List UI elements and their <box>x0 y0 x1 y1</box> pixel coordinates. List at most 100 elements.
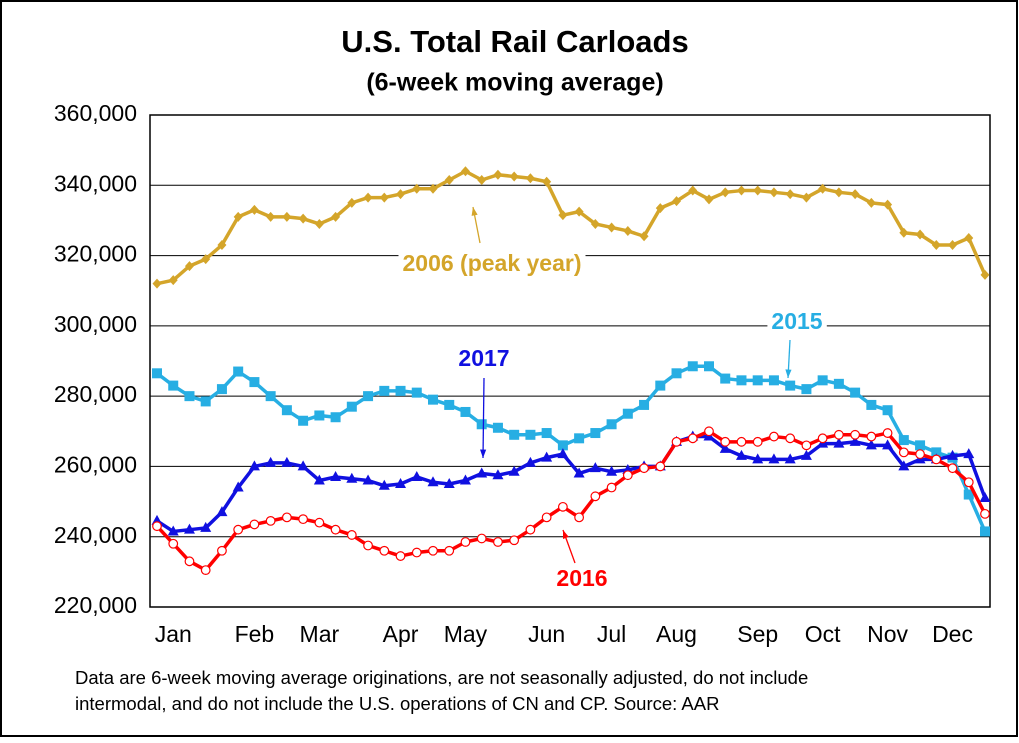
point <box>704 426 714 437</box>
point <box>704 361 714 372</box>
point <box>606 482 617 493</box>
point <box>460 406 471 417</box>
point <box>898 435 909 446</box>
point <box>590 218 600 229</box>
point <box>801 440 812 451</box>
point <box>557 448 569 459</box>
point <box>590 491 601 502</box>
point <box>882 439 894 450</box>
point <box>736 185 746 196</box>
point <box>622 408 633 419</box>
point <box>509 535 520 546</box>
point <box>833 429 844 440</box>
point <box>428 394 438 405</box>
point <box>979 492 991 503</box>
plot-area <box>149 114 991 608</box>
point <box>184 556 195 567</box>
point <box>152 521 162 532</box>
point <box>396 189 406 200</box>
point <box>347 197 357 208</box>
point <box>980 526 990 537</box>
footnote: intermodal, and do not include the U.S. … <box>75 693 719 714</box>
point <box>379 385 390 396</box>
point <box>168 538 179 549</box>
point <box>752 436 763 447</box>
callout-arrow <box>482 377 485 459</box>
point <box>249 519 260 530</box>
point <box>639 231 649 242</box>
point <box>785 433 796 444</box>
point <box>850 189 860 200</box>
footnote: Data are 6-week moving average originati… <box>75 667 808 688</box>
point <box>931 454 942 465</box>
point <box>200 565 211 575</box>
point <box>363 540 373 551</box>
point <box>249 377 260 388</box>
point <box>817 375 828 386</box>
point <box>541 428 552 439</box>
point <box>980 269 990 280</box>
chart-title: U.S. Total Rail Carloads <box>341 24 688 59</box>
point <box>346 472 358 483</box>
point <box>850 429 861 440</box>
point <box>704 194 714 205</box>
point <box>801 384 812 395</box>
point <box>542 176 552 187</box>
point <box>769 187 779 198</box>
point <box>331 211 341 222</box>
y-tick-label: 300,000 <box>54 311 137 337</box>
point <box>882 428 893 438</box>
series-label: 2006 (peak year) <box>402 250 581 276</box>
point <box>558 210 568 221</box>
point <box>687 361 698 372</box>
point <box>378 479 390 490</box>
label-background <box>552 565 612 592</box>
point <box>865 439 877 450</box>
point <box>574 512 585 523</box>
point <box>801 192 811 203</box>
point <box>557 440 568 451</box>
x-tick-label: Oct <box>805 621 841 647</box>
point <box>606 465 618 476</box>
point <box>639 463 649 474</box>
point <box>493 169 503 180</box>
point <box>800 449 812 460</box>
point <box>200 521 212 532</box>
point <box>525 429 536 440</box>
point <box>947 463 958 474</box>
point <box>850 387 861 398</box>
point <box>444 175 454 186</box>
point <box>443 478 455 488</box>
point <box>883 199 893 210</box>
point <box>720 436 731 447</box>
point <box>476 467 488 478</box>
point <box>866 197 876 208</box>
point <box>931 447 942 458</box>
label-background <box>398 250 586 277</box>
point <box>298 415 309 426</box>
point <box>655 380 666 391</box>
point <box>216 506 228 517</box>
point <box>395 478 407 488</box>
point <box>541 451 553 462</box>
point <box>752 453 764 464</box>
point <box>379 192 389 203</box>
point <box>183 523 195 534</box>
point <box>168 275 178 286</box>
point <box>833 378 844 389</box>
series-line <box>155 364 987 533</box>
callout-arrowhead <box>785 369 792 378</box>
point <box>346 401 357 412</box>
point <box>266 211 276 222</box>
point <box>217 240 227 251</box>
point <box>297 460 309 471</box>
x-tick-label: Mar <box>300 621 340 647</box>
point <box>784 453 796 464</box>
callout-arrowhead <box>562 530 569 539</box>
point <box>769 431 779 442</box>
chart-subtitle: (6-week moving average) <box>366 69 663 97</box>
x-tick-label: May <box>444 621 488 647</box>
point <box>963 477 974 488</box>
point <box>833 437 845 448</box>
